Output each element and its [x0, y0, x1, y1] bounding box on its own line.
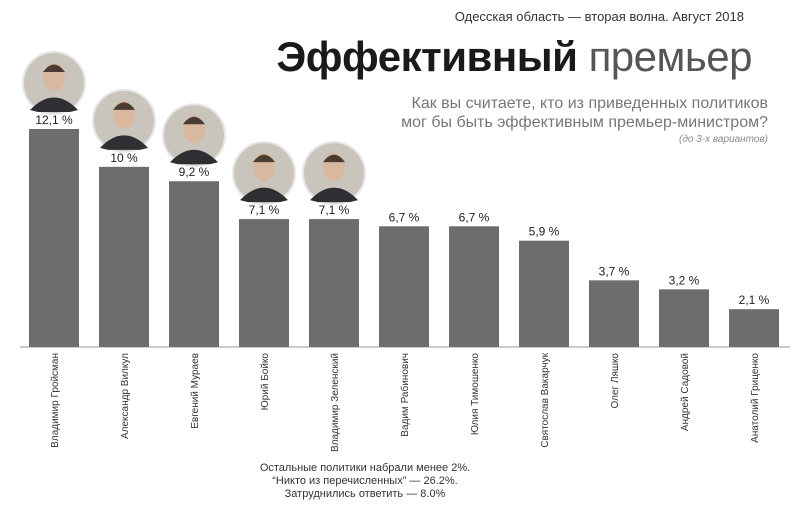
category-label: Святослав Вакарчук: [540, 352, 551, 447]
question-hint: (до 3-х вариантов): [679, 134, 768, 145]
page-title: Эффективный премьер: [276, 36, 752, 78]
footnote-line: “Никто из перечисленных” — 26.2%.: [272, 475, 458, 487]
region-subtitle: Одесская область — вторая волна. Август …: [454, 9, 744, 24]
value-label: 5,9 %: [529, 225, 560, 239]
bar-юлия-тимошенко: [449, 226, 499, 347]
bar-святослав-вакарчук: [519, 240, 569, 347]
portrait-icon: [302, 141, 366, 206]
title-bold: Эффективный: [276, 33, 578, 80]
bar-владимир-гройсман: [29, 129, 79, 347]
value-label: 3,2 %: [669, 273, 700, 287]
category-label: Юрий Бойко: [260, 353, 271, 411]
footnote-line: Затруднились ответить — 8.0%: [284, 488, 446, 500]
value-label: 9,2 %: [179, 165, 210, 179]
bar-анатолий-гриценко: [729, 309, 779, 347]
category-label: Юлия Тимошенко: [470, 353, 481, 436]
category-label: Анатолий Гриценко: [750, 353, 761, 443]
category-label: Олег Ляшко: [610, 353, 621, 409]
bar-олег-ляшко: [589, 280, 639, 347]
footnote: Остальные политики набрали менее 2%. “Ни…: [0, 462, 730, 501]
survey-question: Как вы считаете, кто из приведенных поли…: [401, 95, 768, 131]
value-label: 6,7 %: [459, 210, 490, 224]
bar-юрий-бойко: [239, 219, 289, 347]
category-label: Вадим Рабинович: [399, 353, 411, 437]
portrait-icon: [22, 51, 86, 115]
value-label: 6,7 %: [389, 210, 420, 224]
portrait-icon: [232, 141, 296, 206]
category-label: Александр Вилкул: [120, 353, 131, 439]
title-light: премьер: [588, 33, 753, 80]
portrait-icon: [162, 103, 226, 168]
value-label: 3,7 %: [599, 264, 630, 278]
bar-андрей-садовой: [659, 289, 709, 347]
category-label: Андрей Садовой: [680, 353, 691, 431]
footnote-line: Остальные политики набрали менее 2%.: [259, 462, 471, 474]
value-label: 7,1 %: [249, 203, 280, 217]
value-label: 2,1 %: [739, 293, 770, 307]
bar-вадим-рабинович: [379, 226, 429, 347]
value-label: 7,1 %: [319, 203, 350, 217]
bar-евгений-мураев: [169, 181, 219, 347]
bar-александр-вилкул: [99, 166, 149, 347]
category-label: Владимир Гройсман: [50, 353, 61, 448]
value-label: 12,1 %: [35, 113, 73, 127]
category-label: Владимир Зеленский: [330, 353, 341, 452]
value-label: 10 %: [110, 151, 138, 165]
bar-владимир-зеленский: [309, 219, 359, 347]
category-label: Евгений Мураев: [190, 353, 201, 429]
portrait-icon: [92, 88, 156, 153]
